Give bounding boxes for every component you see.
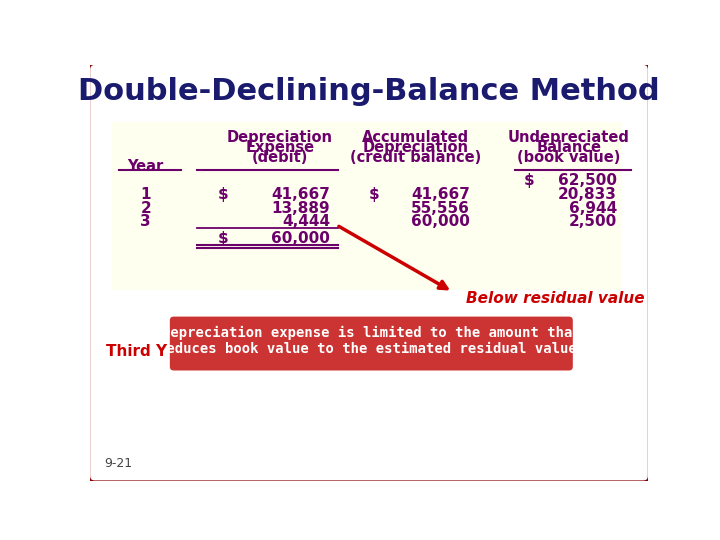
Text: $: $ [218, 187, 228, 201]
Text: Undepreciated: Undepreciated [508, 131, 630, 145]
Text: 2,500: 2,500 [569, 214, 617, 230]
FancyBboxPatch shape [89, 63, 649, 482]
Text: Depreciation: Depreciation [362, 140, 469, 156]
Text: 41,667: 41,667 [411, 187, 469, 201]
Text: Year: Year [127, 159, 164, 174]
Text: 4,444: 4,444 [282, 214, 330, 230]
Text: Expense: Expense [246, 140, 315, 156]
Text: 62,500: 62,500 [558, 173, 617, 188]
Text: 20,833: 20,833 [558, 187, 617, 201]
Text: Depreciation: Depreciation [227, 131, 333, 145]
Text: 41,667: 41,667 [271, 187, 330, 201]
Text: 2: 2 [140, 200, 151, 215]
Text: Accumulated: Accumulated [362, 131, 469, 145]
Text: Third Y: Third Y [106, 344, 166, 359]
FancyBboxPatch shape [170, 316, 573, 370]
FancyBboxPatch shape [112, 122, 621, 289]
Text: (credit balance): (credit balance) [350, 151, 481, 165]
Text: 6,944: 6,944 [569, 200, 617, 215]
Text: 60,000: 60,000 [271, 231, 330, 246]
Text: (book value): (book value) [517, 151, 621, 165]
Text: Below residual value: Below residual value [466, 291, 644, 306]
Text: reduces book value to the estimated residual value.: reduces book value to the estimated resi… [158, 342, 585, 356]
Text: 60,000: 60,000 [411, 214, 469, 230]
Text: $: $ [369, 187, 379, 201]
Text: Depreciation expense is limited to the amount that: Depreciation expense is limited to the a… [162, 326, 581, 340]
Text: 55,556: 55,556 [411, 200, 469, 215]
Text: 13,889: 13,889 [271, 200, 330, 215]
Text: 1: 1 [140, 187, 151, 201]
Text: 3: 3 [140, 214, 151, 230]
Text: Double-Declining-Balance Method: Double-Declining-Balance Method [78, 77, 660, 106]
Text: $: $ [524, 173, 535, 188]
Text: (debit): (debit) [252, 151, 308, 165]
Text: 9-21: 9-21 [104, 457, 132, 470]
Text: $: $ [218, 231, 228, 246]
Text: Balance: Balance [536, 140, 601, 156]
